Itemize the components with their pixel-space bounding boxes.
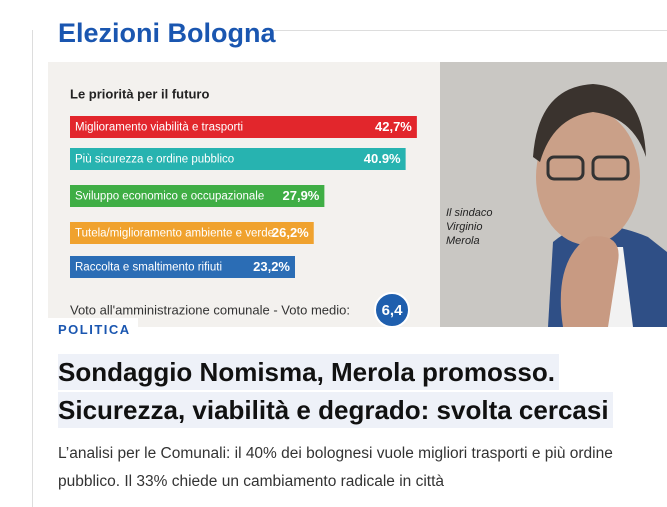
photo-shape bbox=[536, 109, 640, 245]
article-image: Le priorità per il futuro Voto all'ammin… bbox=[48, 62, 667, 327]
vote-value: 6,4 bbox=[382, 302, 404, 319]
photo-caption: Virginio bbox=[446, 221, 483, 233]
bar bbox=[70, 116, 417, 138]
bar-label: Più sicurezza e ordine pubblico bbox=[75, 154, 234, 166]
bar bbox=[70, 256, 295, 278]
bar bbox=[70, 185, 325, 207]
value-label: 27,9% bbox=[283, 188, 320, 203]
bar-label: Sviluppo economico e occupazionale bbox=[75, 191, 264, 203]
value-label: 40.9% bbox=[364, 151, 401, 166]
section-title: Elezioni Bologna bbox=[58, 18, 276, 48]
frame bbox=[32, 30, 33, 507]
summary: pubblico. Il 33% chiede un cambiamento r… bbox=[58, 473, 445, 490]
chart-title: Le priorità per il futuro bbox=[70, 86, 209, 101]
photo-shape bbox=[560, 236, 619, 327]
value-label: 42,7% bbox=[375, 119, 412, 134]
photo-shape bbox=[546, 155, 585, 181]
photo-caption: Il sindaco bbox=[446, 207, 492, 219]
vote-text: Voto all'amministrazione comunale - Voto… bbox=[70, 302, 350, 317]
photo-shape bbox=[591, 155, 630, 181]
bar-label: Raccolta e smaltimento rifiuti bbox=[75, 262, 222, 274]
category-tag[interactable]: POLITICA bbox=[48, 318, 138, 342]
value-label: 23,2% bbox=[253, 259, 290, 274]
value-label: 26,2% bbox=[272, 225, 309, 240]
photo-caption: Merola bbox=[446, 235, 480, 247]
bar bbox=[70, 148, 406, 170]
bar bbox=[70, 222, 314, 244]
bar-label: Tutela/miglioramento ambiente e verde bbox=[75, 228, 274, 240]
headline[interactable]: Sondaggio Nomisma, Merola promosso. bbox=[58, 354, 559, 390]
photo-shape bbox=[533, 84, 646, 162]
summary: L’analisi per le Comunali: il 40% dei bo… bbox=[58, 445, 613, 462]
bar-label: Miglioramento viabilità e trasporti bbox=[75, 122, 243, 134]
headline[interactable]: Sicurezza, viabilità e degrado: svolta c… bbox=[58, 392, 613, 428]
vote-badge bbox=[374, 292, 410, 327]
frame bbox=[265, 30, 667, 31]
